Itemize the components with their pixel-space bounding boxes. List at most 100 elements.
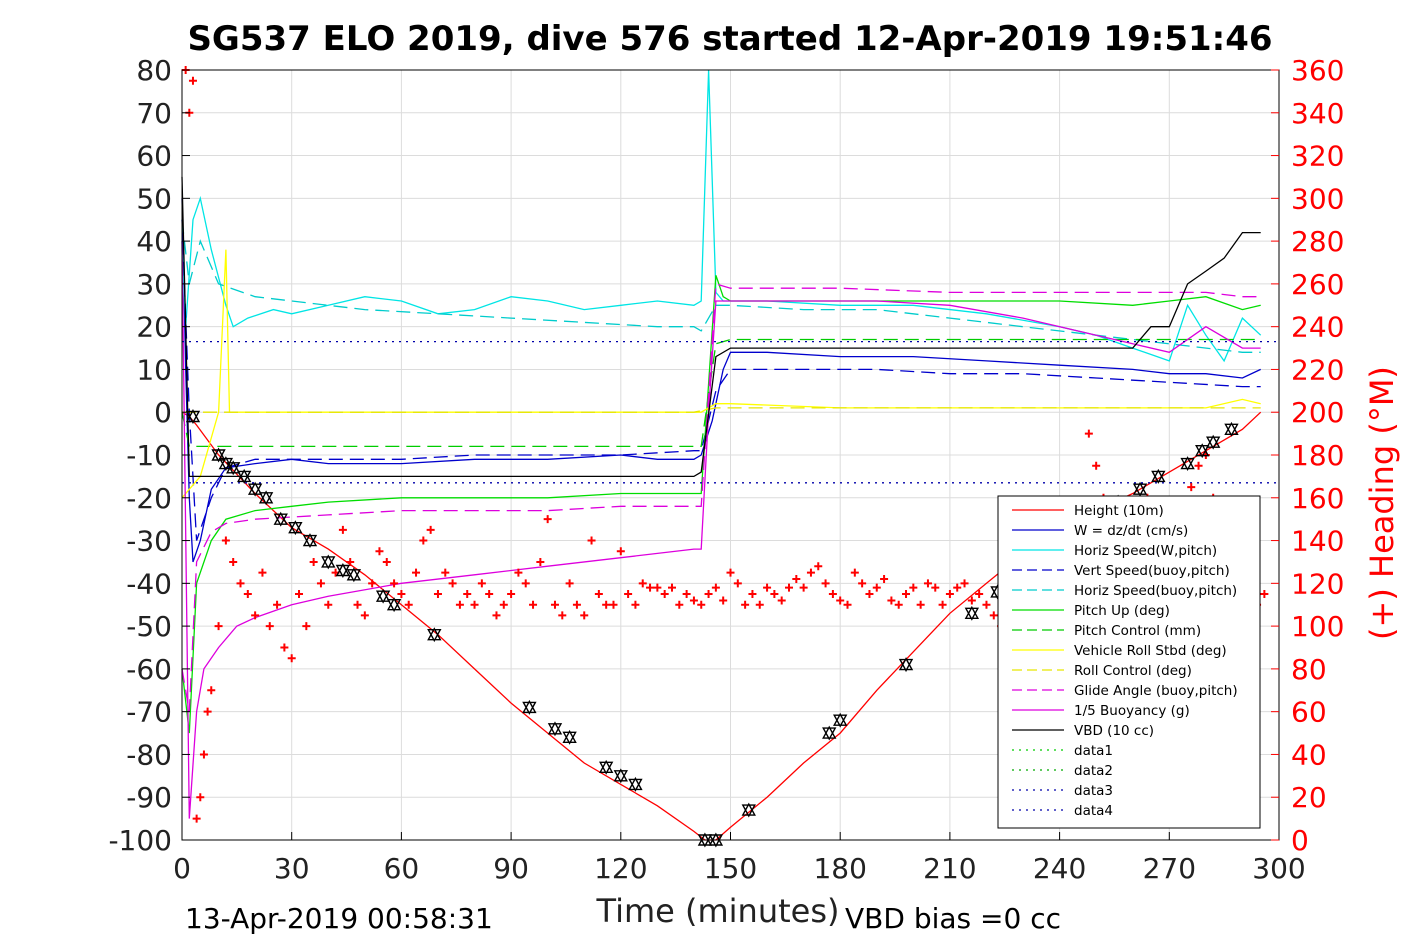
y-tick-label: 80 [136,54,172,87]
heading-marker [609,600,618,609]
legend-label-horiz_speed_w: Horiz Speed(W,pitch) [1074,543,1217,559]
heading-marker [660,590,669,599]
heading-marker [741,600,750,609]
heading-marker [843,600,852,609]
heading-marker [653,583,662,592]
x-tick-label: 90 [493,852,529,885]
heading-marker [982,600,991,609]
y-tick-label: -80 [126,738,172,771]
heading-marker [989,611,998,620]
series-line-pitch_control [181,338,1261,448]
y-tick-label: 10 [136,353,172,386]
y-tick-label: 30 [136,268,172,301]
x-tick-label: 0 [173,852,191,885]
x-tick-label: 150 [704,852,757,885]
heading-marker [785,583,794,592]
legend-label-data2: data2 [1074,763,1113,779]
heading-marker [375,547,384,556]
heading-marker [507,590,516,599]
x-tick-label: 180 [813,852,866,885]
heading-marker [733,579,742,588]
y-axis-right-ticks: 3603403203002802602402202001801601401201… [1271,54,1344,857]
series-line-horiz_speed_buoy [181,219,1261,353]
heading-marker [594,590,603,599]
heading-marker [368,579,377,588]
y-right-tick-label: 40 [1291,738,1327,771]
heading-marker [923,579,932,588]
heading-marker [880,575,889,584]
heading-marker [188,76,197,85]
heading-marker [251,611,260,620]
heading-marker [338,525,347,534]
heading-marker [499,600,508,609]
depth-marker [598,759,614,775]
y-tick-label: -30 [126,525,172,558]
depth-marker [321,554,336,570]
heading-marker [196,793,205,802]
heading-marker [799,583,808,592]
depth-marker [1224,421,1239,437]
heading-marker [397,590,406,599]
heading-marker [858,579,867,588]
heading-marker [550,600,559,609]
heading-marker [295,590,304,599]
heading-marker [850,568,859,577]
series-line-horiz_speed_w [181,69,1262,363]
heading-marker [814,562,823,571]
chart-title: SG537 ELO 2019, dive 576 started 12-Apr-… [187,19,1272,59]
y-right-tick-label: 60 [1291,696,1327,729]
heading-marker [558,611,567,620]
series-line-buoyancy [181,241,1261,819]
legend-label-data3: data3 [1074,783,1113,799]
legend-label-pitch_control: Pitch Control (mm) [1074,623,1201,639]
depth-marker [211,447,226,463]
footer-timestamp: 13-Apr-2019 00:58:31 [185,902,493,935]
heading-marker [821,579,830,588]
depth-marker [346,567,362,583]
heading-marker [682,590,691,599]
legend-label-vbd: VBD (10 cc) [1074,723,1154,739]
heading-marker [419,536,428,545]
heading-marker [909,583,918,592]
x-axis-label: Time (minutes) [596,892,840,930]
depth-marker [898,657,914,673]
y-right-tick-label: 280 [1291,225,1344,258]
heading-marker [572,600,581,609]
heading-marker [390,579,399,588]
heading-marker [514,568,523,577]
heading-marker [470,600,479,609]
heading-marker [967,596,976,605]
y-right-tick-label: 360 [1291,54,1344,87]
legend-label-height: Height (10m) [1074,503,1164,519]
series-line-roll_control [182,407,1261,413]
y-tick-label: 60 [136,140,172,173]
depth-marker [273,511,288,527]
legend-label-vehicle_roll: Vehicle Roll Stbd (deg) [1074,643,1227,659]
heading-marker [836,596,845,605]
depth-marker [562,729,577,745]
heading-marker [587,536,596,545]
legend-label-horiz_speed_buoy: Horiz Speed(buoy,pitch) [1074,583,1237,599]
heading-marker [273,600,282,609]
heading-marker [960,579,969,588]
legend-label-w: W = dz/dt (cm/s) [1074,523,1188,539]
footer-vbd-bias: VBD bias =0 cc [845,902,1061,935]
y-tick-label: -70 [126,696,172,729]
y-right-tick-label: 140 [1291,525,1344,558]
depth-marker [302,533,318,549]
x-tick-label: 30 [274,852,310,885]
heading-marker [711,583,720,592]
heading-marker [894,600,903,609]
depth-marker [335,563,351,578]
heading-marker [792,575,801,584]
x-tick-label: 120 [594,852,647,885]
heading-marker [360,611,369,620]
y-right-tick-label: 20 [1291,781,1327,814]
y-tick-label: 0 [154,396,172,429]
depth-marker [427,627,442,643]
heading-marker [938,600,947,609]
depth-marker [185,409,201,424]
y-right-tick-label: 300 [1291,182,1344,215]
heading-marker [214,622,223,631]
